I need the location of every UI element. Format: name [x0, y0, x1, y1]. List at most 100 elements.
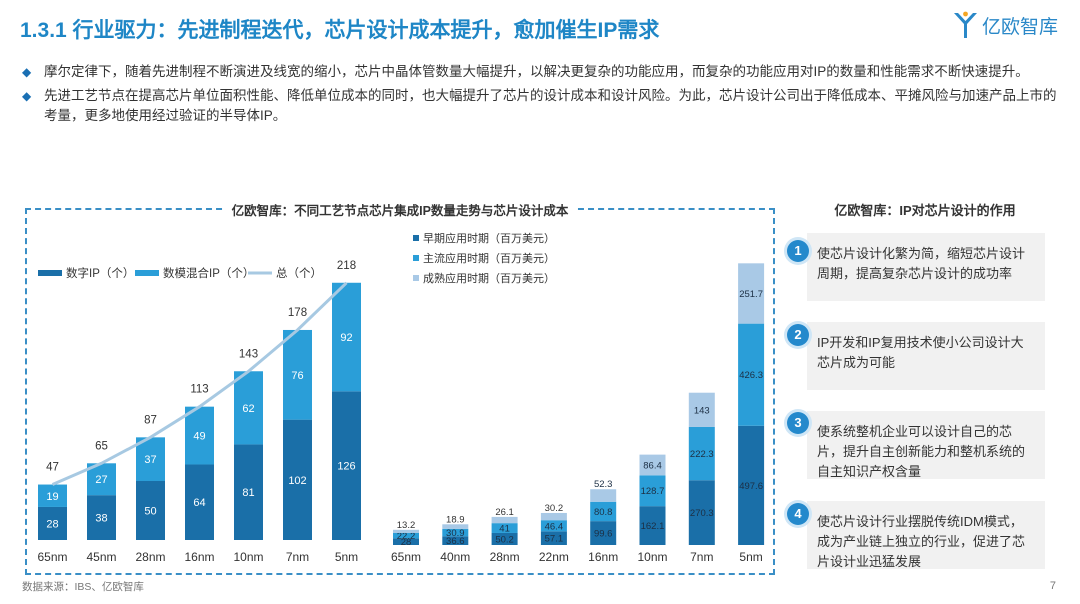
bar-mixed-ip: [38, 484, 67, 507]
bar-cost-segment: [540, 531, 567, 545]
bar-cost-segment: [639, 475, 666, 507]
bar-mixed-ip: [283, 329, 312, 420]
data-label: 497.6: [739, 481, 763, 492]
data-label: 50.2: [495, 534, 514, 545]
legend-label: 数字IP（个）: [66, 266, 134, 280]
data-label: 143: [694, 405, 710, 416]
data-label: 38: [95, 513, 107, 525]
total-label: 47: [46, 462, 59, 474]
data-label: 50: [144, 506, 156, 518]
x-tick-label: 5nm: [335, 550, 358, 564]
bar-cost-segment: [688, 392, 715, 427]
bar-cost-segment: [393, 538, 419, 545]
diamond-icon: ◆: [22, 65, 32, 79]
chart-panel-title-wrap: 亿欧智库：不同工艺节点芯片集成IP数量走势与芯片设计成本: [27, 200, 773, 220]
bullet-item: ◆ 先进工艺节点在提高芯片单位面积性能、降低单位成本的同时，也大幅提升了芯片的设…: [22, 86, 1062, 126]
bar-cost-segment: [491, 516, 518, 524]
data-label: 41: [499, 524, 510, 535]
bar-cost-segment: [540, 520, 567, 532]
total-label: 143: [239, 348, 258, 360]
data-label: 86.4: [643, 460, 662, 471]
data-label: 126: [337, 461, 355, 473]
data-label: 30.9: [446, 528, 465, 539]
bullet-text: 先进工艺节点在提高芯片单位面积性能、降低单位成本的同时，也大幅提升了芯片的设计成…: [44, 88, 1057, 123]
legend-label: 主流应用时期（百万美元）: [423, 251, 555, 265]
data-label: 49: [193, 431, 205, 443]
x-tick-label: 16nm: [588, 550, 618, 564]
bar-cost-segment: [393, 529, 419, 533]
x-tick-label: 65nm: [391, 550, 421, 564]
bar-cost-segment: [639, 454, 666, 476]
chart-panel-title: 亿欧智库：不同工艺节点芯片集成IP数量走势与芯片设计成本: [223, 204, 577, 218]
legend-label: 数模混合IP（个）: [163, 266, 254, 280]
role-card-2: IP开发和IP复用技术使小公司设计大芯片成为可能: [807, 322, 1045, 390]
role-number-badge: 4: [787, 503, 809, 525]
data-label: 64: [193, 497, 205, 509]
data-label: 37: [144, 454, 156, 466]
data-label: 128.7: [641, 486, 665, 497]
bar-cost-segment: [738, 323, 765, 426]
data-label: 13.2: [397, 520, 416, 531]
data-label: 26.1: [495, 507, 514, 518]
bar-mixed-ip: [136, 437, 165, 481]
total-label: 65: [95, 440, 108, 452]
total-label: 113: [190, 384, 208, 396]
bar-digital-ip: [87, 495, 116, 540]
data-label: 270.3: [690, 508, 714, 519]
bar-digital-ip: [136, 481, 165, 540]
bullet-item: ◆ 摩尔定律下，随着先进制程不断演进及线宽的缩小，芯片中晶体管数量大幅提升，以解…: [22, 62, 1062, 82]
bar-cost-segment: [688, 480, 715, 545]
role-card-1: 使芯片设计化繁为简，缩短芯片设计周期，提高复杂芯片设计的成功率: [807, 233, 1045, 301]
data-label: 222.3: [690, 449, 714, 460]
data-label: 28: [401, 537, 412, 548]
legend-swatch: [135, 270, 159, 276]
legend-label: 早期应用时期（百万美元）: [423, 231, 555, 245]
x-tick-label: 7nm: [286, 550, 309, 564]
data-label: 251.7: [739, 289, 763, 300]
bar-cost-segment: [540, 512, 567, 521]
x-tick-label: 10nm: [637, 550, 667, 564]
logo-icon: [953, 11, 977, 38]
bar-digital-ip: [185, 464, 214, 540]
bar-digital-ip: [234, 444, 263, 540]
role-card-3: 使系统整机企业可以设计自己的芯片，提升自主创新能力和整机系统的自主知识产权含量: [807, 411, 1045, 479]
data-label: 92: [340, 332, 352, 344]
page-title: 1.3.1 行业驱力：先进制程迭代，芯片设计成本提升，愈加催生IP需求: [20, 19, 660, 42]
role-card-4: 使芯片设计行业摆脱传统IDM模式，成为产业链上独立的行业，促进了芯片设计业迅猛发…: [807, 501, 1045, 569]
data-label: 62: [242, 403, 254, 415]
bar-digital-ip: [283, 419, 312, 540]
data-label: 22.2: [397, 531, 416, 542]
x-tick-label: 45nm: [86, 550, 116, 564]
data-label: 102: [288, 475, 306, 487]
bar-cost-segment: [393, 532, 419, 539]
bar-mixed-ip: [234, 371, 263, 445]
data-label: 19: [46, 491, 58, 503]
bullet-text: 摩尔定律下，随着先进制程不断演进及线宽的缩小，芯片中晶体管数量大幅提升，以解决更…: [44, 64, 1029, 79]
total-label: 87: [144, 414, 157, 426]
data-label: 426.3: [739, 370, 763, 381]
data-label: 76: [291, 370, 303, 382]
legend-swatch: [413, 235, 419, 241]
data-label: 162.1: [641, 521, 665, 532]
data-label: 80.8: [594, 507, 613, 518]
role-number-badge: 1: [787, 240, 809, 262]
data-label: 46.4: [545, 521, 564, 532]
right-panel-title: 亿欧智库：IP对芯片设计的作用: [834, 203, 1016, 218]
bullet-list: ◆ 摩尔定律下，随着先进制程不断演进及线宽的缩小，芯片中晶体管数量大幅提升，以解…: [22, 62, 1062, 130]
total-label: 178: [288, 307, 307, 319]
x-tick-label: 65nm: [37, 550, 67, 564]
bar-cost-segment: [491, 523, 518, 533]
bar-cost-segment: [590, 521, 617, 545]
legend-label: 成熟应用时期（百万美元）: [423, 271, 555, 285]
total-line: [51, 281, 348, 486]
role-card-text: 使芯片设计化繁为简，缩短芯片设计周期，提高复杂芯片设计的成功率: [817, 246, 1026, 281]
bar-digital-ip: [38, 506, 67, 540]
role-number-badge: 3: [787, 412, 809, 434]
x-tick-label: 22nm: [539, 550, 569, 564]
data-label: 36.6: [446, 536, 465, 547]
data-label: 18.9: [446, 514, 465, 525]
data-label: 27: [95, 474, 107, 486]
legend-swatch: [38, 270, 62, 276]
bar-cost-segment: [442, 524, 469, 529]
